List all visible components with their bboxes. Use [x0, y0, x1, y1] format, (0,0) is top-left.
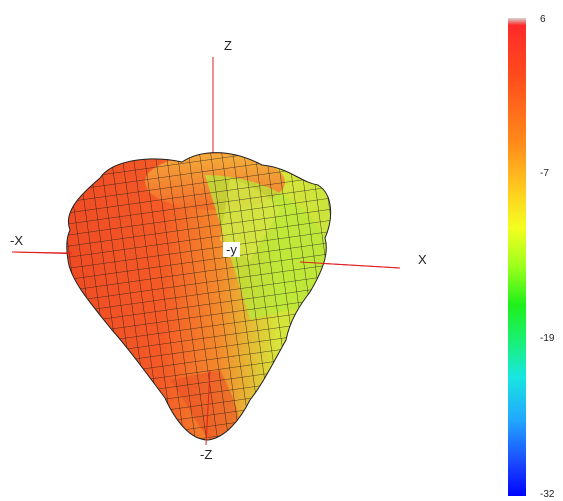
colorbar-tick-2: -7: [540, 168, 549, 179]
colorbar-tick-max: 6: [540, 14, 546, 25]
axis-z-label: Z: [224, 38, 232, 53]
axis-x-foreground: [299, 261, 401, 269]
axis-neg-y-label: -y: [223, 242, 240, 257]
axis-neg-z-line: [205, 369, 211, 446]
pattern-surface: [66, 152, 331, 440]
colorbar-tick-3: -19: [540, 333, 555, 344]
axis-neg-x-label: -X: [10, 233, 23, 248]
colorbar: [508, 18, 526, 496]
colorbar-tick-min: -32: [540, 489, 555, 500]
pattern-outline: [66, 152, 332, 441]
axis-x-label: X: [418, 252, 427, 267]
axis-neg-z-label: -Z: [200, 447, 213, 462]
axis-neg-x-foreground: [11, 251, 73, 254]
radiation-pattern-3d-plot: [11, 57, 401, 446]
